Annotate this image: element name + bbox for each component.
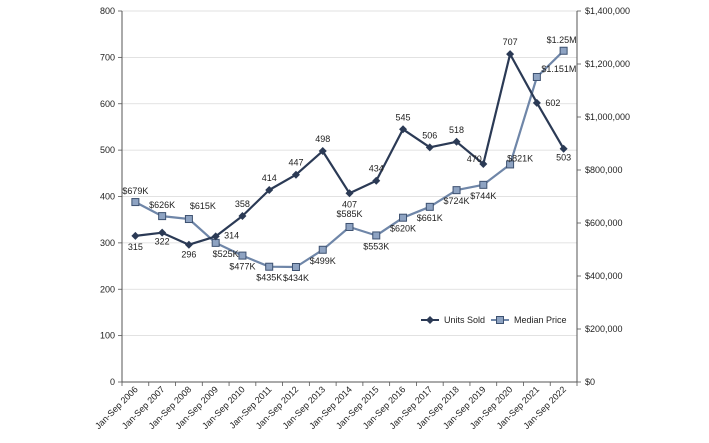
data-label-units-sold: 314 [224, 230, 239, 240]
data-label-units-sold: 407 [342, 199, 357, 209]
point-median-price [318, 245, 327, 254]
y2-tick-label: $1,000,000 [585, 112, 630, 122]
y-tick-label: 700 [100, 52, 115, 62]
y-tick-label: 400 [100, 192, 115, 202]
point-median-price [479, 180, 488, 189]
point-median-price [452, 186, 461, 195]
data-label-median-price: $553K [363, 241, 389, 251]
data-label-median-price: $615K [190, 201, 216, 211]
point-units-sold [372, 176, 381, 185]
y2-tick-label: $200,000 [585, 324, 623, 334]
data-label-median-price: $626K [149, 200, 175, 210]
data-label-units-sold: 296 [181, 250, 196, 260]
point-units-sold [452, 137, 461, 146]
point-median-price [372, 231, 381, 240]
point-median-price [291, 262, 300, 271]
point-units-sold [184, 240, 193, 249]
data-label-units-sold: 358 [235, 199, 250, 209]
data-label-units-sold: 498 [315, 134, 330, 144]
y2-tick-label: $1,200,000 [585, 59, 630, 69]
point-units-sold [238, 211, 247, 220]
point-units-sold [425, 143, 434, 152]
point-median-price [265, 262, 274, 271]
data-label-median-price: $499K [310, 256, 336, 266]
point-median-price [211, 238, 220, 247]
y2-tick-label: $1,400,000 [585, 6, 630, 16]
y-tick-label: 300 [100, 238, 115, 248]
point-median-price [559, 46, 568, 55]
point-units-sold [265, 186, 274, 195]
legend-label-median-price: Median Price [514, 315, 567, 325]
y-tick-label: 600 [100, 99, 115, 109]
data-label-units-sold: 602 [545, 98, 560, 108]
data-label-median-price: $661K [417, 213, 443, 223]
data-label-median-price: $744K [470, 191, 496, 201]
data-label-median-price: $477K [229, 262, 255, 272]
point-units-sold [506, 50, 515, 59]
data-label-units-sold: 447 [288, 158, 303, 168]
data-label-median-price: $1.25M [547, 35, 577, 45]
point-units-sold [291, 170, 300, 179]
data-label-units-sold: 414 [262, 173, 277, 183]
legend-marker-median-price [496, 316, 504, 324]
point-units-sold [211, 232, 220, 241]
data-label-units-sold: 503 [556, 153, 571, 163]
data-label-median-price: $724K [444, 196, 470, 206]
data-label-units-sold: 315 [128, 242, 143, 252]
legend-marker-units-sold [426, 316, 434, 324]
data-label-median-price: $525K [213, 249, 239, 259]
y-tick-label: 800 [100, 6, 115, 16]
point-units-sold [532, 98, 541, 107]
point-median-price [506, 160, 515, 169]
point-median-price [532, 72, 541, 81]
series-line-median-price [134, 50, 565, 269]
point-median-price [158, 212, 167, 221]
point-units-sold [158, 228, 167, 237]
point-median-price [131, 198, 140, 207]
data-label-units-sold: 434 [369, 164, 384, 174]
data-label-median-price: $620K [390, 224, 416, 234]
point-median-price [238, 251, 247, 260]
legend-label-units-sold: Units Sold [444, 315, 485, 325]
point-units-sold [479, 160, 488, 169]
point-units-sold [318, 147, 327, 156]
y2-tick-label: $600,000 [585, 218, 623, 228]
data-label-median-price: $434K [283, 273, 309, 283]
data-label-units-sold: 545 [396, 112, 411, 122]
point-median-price [184, 215, 193, 224]
data-label-median-price: $585K [336, 209, 362, 219]
data-label-units-sold: 322 [155, 237, 170, 247]
data-label-units-sold: 518 [449, 125, 464, 135]
data-label-median-price: $1.151M [541, 64, 576, 74]
data-label-median-price: $679K [122, 186, 148, 196]
point-units-sold [131, 231, 140, 240]
data-label-median-price: $435K [256, 273, 282, 283]
point-median-price [399, 213, 408, 222]
data-label-units-sold: 707 [503, 37, 518, 47]
point-median-price [345, 222, 354, 231]
point-units-sold [399, 125, 408, 134]
y-tick-label: 500 [100, 145, 115, 155]
point-units-sold [345, 189, 354, 198]
data-label-median-price: $821K [507, 153, 533, 163]
y-tick-label: 100 [100, 331, 115, 341]
y2-tick-label: $400,000 [585, 271, 623, 281]
point-units-sold [559, 144, 568, 153]
data-label-units-sold: 470 [467, 154, 482, 164]
y-tick-label: 0 [110, 377, 115, 387]
point-median-price [425, 202, 434, 211]
y-tick-label: 200 [100, 284, 115, 294]
data-label-units-sold: 506 [422, 130, 437, 140]
y2-tick-label: $0 [585, 377, 595, 387]
y2-tick-label: $800,000 [585, 165, 623, 175]
